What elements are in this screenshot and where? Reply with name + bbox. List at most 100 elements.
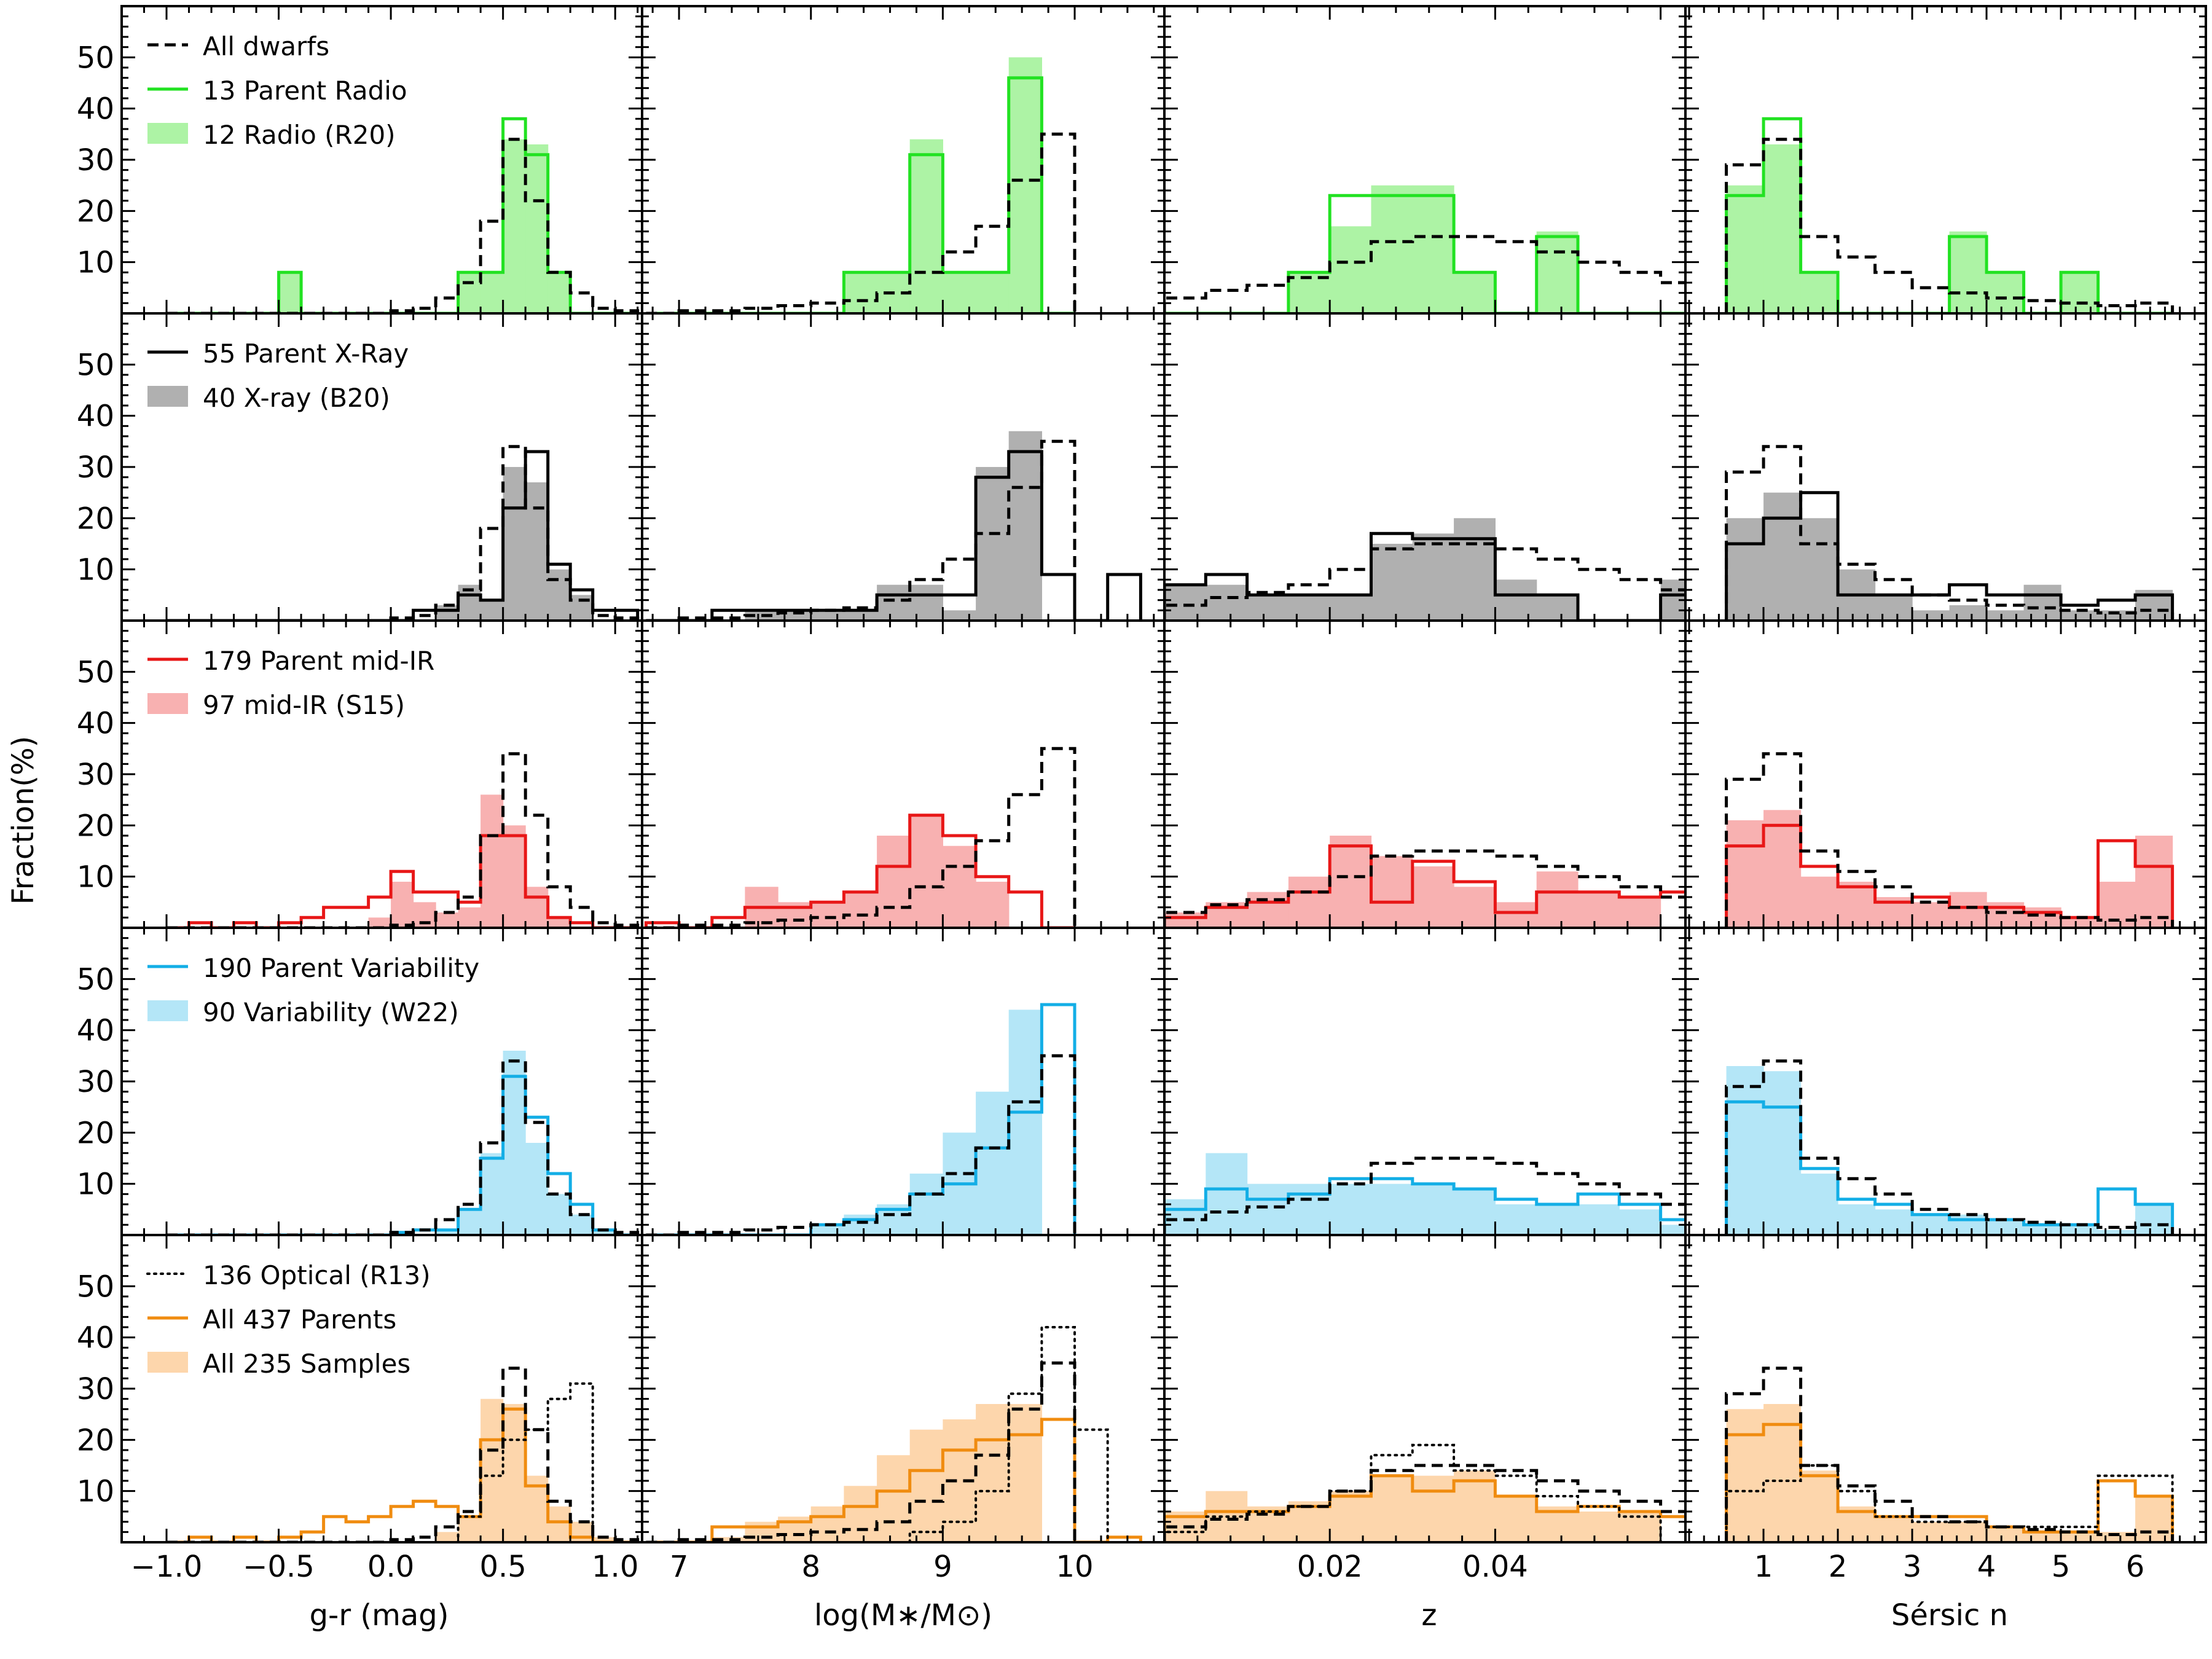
x-tick-label: −0.5 (243, 1550, 315, 1584)
sample-bar (525, 887, 549, 928)
y-tick-label: 10 (77, 860, 114, 895)
legend-swatch (147, 386, 188, 407)
sample-bar (1578, 1204, 1620, 1235)
panel-radio-1: 10 20 30 40 50 All dwarfs 13 Parent Radio 12 Ra… (77, 5, 643, 315)
sample-bar (877, 1455, 911, 1542)
sample-bar (1800, 518, 1838, 621)
sample-bar (1536, 1204, 1579, 1235)
parent-step-line (646, 450, 1142, 621)
sample-bar (391, 882, 414, 928)
sample-bar (1371, 1475, 1413, 1542)
panel-mid-ir-3 (1163, 619, 1687, 929)
sample-bar (1164, 1199, 1206, 1235)
y-tick-label: 10 (77, 553, 114, 587)
y-tick-label: 20 (77, 501, 114, 536)
y-tick-label: 30 (77, 1065, 114, 1099)
panel-plot-area (167, 117, 640, 313)
sample-bar (1763, 492, 1802, 621)
sample-bar (1371, 185, 1413, 313)
legend-label: All 437 Parents (203, 1304, 396, 1335)
y-tick-label: 20 (77, 1423, 114, 1457)
sample-bar (1288, 876, 1330, 928)
parent-step-line (646, 76, 1075, 313)
sample-bar (877, 836, 911, 928)
sample-bar (1247, 1183, 1289, 1235)
sample-bar (844, 272, 877, 313)
dwarfs-step-line (167, 752, 640, 928)
legend-label: 190 Parent Variability (203, 953, 479, 983)
panel-plot-area (1725, 752, 2175, 928)
dwarfs-step-line (1164, 235, 1685, 313)
sample-bar (909, 139, 943, 313)
sample-bar (1412, 1475, 1454, 1542)
panel-plot-area (646, 57, 1077, 313)
sample-bar (1726, 185, 1764, 313)
sample-bar (525, 482, 549, 621)
parent-step-line (1164, 531, 1685, 621)
sample-bar (1247, 595, 1289, 621)
sample-bar (525, 1143, 549, 1235)
y-tick-label: 30 (77, 1372, 114, 1406)
sample-bar (976, 1404, 1010, 1542)
sample-bar (1986, 1527, 2025, 1542)
x-axis-label-mass: log(M∗/M⊙) (814, 1598, 992, 1633)
panel-all-2: 7 8 9 10 (641, 1234, 1166, 1584)
legend-swatch (147, 1000, 188, 1021)
sample-bar (1912, 610, 1950, 621)
sample-bar (2061, 1532, 2099, 1542)
sample-bar (1371, 856, 1413, 928)
panel-x-ray-2 (641, 312, 1166, 622)
y-tick-label: 10 (77, 1475, 114, 1509)
sample-bar (480, 794, 504, 928)
panel-plot-area (644, 747, 1077, 928)
sample-bar (745, 1521, 779, 1542)
sample-bar (976, 1091, 1010, 1235)
dwarfs-step-line (1164, 849, 1685, 928)
dwarfs-step-line (1725, 1059, 2175, 1235)
sample-bar (1875, 1516, 1913, 1542)
sample-bar (1454, 272, 1496, 313)
sample-bar (1330, 595, 1372, 621)
sample-bar (458, 907, 481, 928)
legend: 179 Parent mid-IR 97 mid-IR (S15) (147, 646, 434, 720)
sample-bar (547, 272, 571, 313)
legend-label: 55 Parent X-Ray (203, 339, 409, 369)
sample-bar (1454, 1189, 1496, 1235)
sample-bar (1454, 518, 1496, 621)
sample-bar (1949, 1521, 1987, 1542)
panel-variability-3 (1163, 927, 1687, 1236)
x-tick-label: 5 (2052, 1550, 2071, 1584)
x-tick-label: 0.0 (367, 1550, 414, 1584)
sample-bar (1371, 544, 1413, 621)
dwarfs-step-line (1725, 1367, 2175, 1542)
x-tick-label: 1.0 (592, 1550, 638, 1584)
y-tick-label: 20 (77, 809, 114, 843)
panel-plot-area (1725, 117, 2175, 313)
legend: 136 Optical (R13) All 437 Parents All 235 … (146, 1260, 431, 1379)
panel-frame (641, 5, 1166, 315)
y-tick-label: 50 (77, 655, 114, 689)
sample-bar (1912, 1521, 1950, 1542)
parent-step-line (646, 1003, 1077, 1235)
panel-variability-4 (1684, 927, 2207, 1236)
sample-bar (810, 902, 844, 928)
sample-bar (810, 1225, 844, 1235)
sample-bar (1247, 892, 1289, 928)
y-tick-label: 20 (77, 194, 114, 229)
sample-bar (877, 584, 911, 621)
sample-bar (1763, 1071, 1802, 1235)
x-tick-label: 0.04 (1462, 1550, 1528, 1584)
sample-bar (278, 272, 302, 313)
sample-bar (1578, 892, 1620, 928)
y-tick-label: 40 (77, 707, 114, 741)
sample-bar (1912, 1214, 1950, 1235)
sample-bar (2135, 836, 2173, 928)
panel-all-4: 1 2 3 4 5 6 (1684, 1234, 2207, 1584)
sample-bar (570, 1214, 594, 1235)
legend-label: 179 Parent mid-IR (203, 646, 434, 676)
dwarfs-step-line (1164, 542, 1685, 621)
sample-bar (547, 1194, 571, 1235)
x-axis-label-color: g-r (mag) (310, 1598, 449, 1633)
panel-plot-area (1164, 518, 1685, 621)
parent-step-line (1725, 1100, 2175, 1235)
